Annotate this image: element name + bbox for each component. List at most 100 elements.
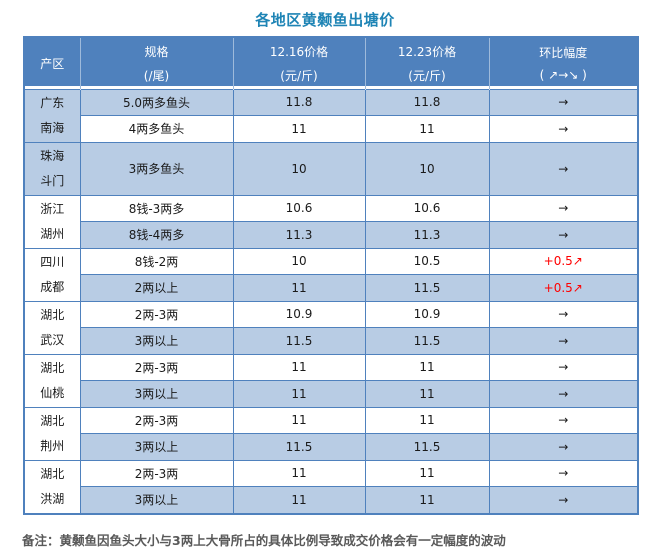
- region-line1: 四川: [40, 254, 65, 269]
- spec-cell: 8钱-4两多: [79, 221, 234, 249]
- header-price-1216-line1: 12.16价格: [269, 44, 329, 59]
- spec-cell: 2两-3两: [79, 406, 234, 434]
- table-row: 3两以上 11.5 11.5 →: [24, 327, 639, 355]
- region-line1: 珠海: [40, 148, 65, 163]
- region-line2: 南海: [40, 120, 65, 135]
- spec-cell: 2两-3两: [79, 459, 234, 488]
- spec-cell: 4两多鱼头: [79, 115, 234, 143]
- region-cell: 湖北 洪湖: [23, 459, 81, 514]
- change-cell: →: [488, 141, 639, 196]
- header-price-1223-line2: (元/斤): [408, 68, 446, 83]
- region-line1: 湖北: [40, 413, 65, 428]
- spec-cell: 3两以上: [79, 327, 234, 355]
- region-line2: 武汉: [40, 332, 65, 347]
- price-1223-cell: 11.8: [364, 88, 490, 116]
- header-spec-line2: (/尾): [143, 68, 170, 83]
- price-1223-cell: 11: [364, 353, 490, 381]
- change-cell: →: [488, 433, 639, 461]
- spec-cell: 8钱-2两: [79, 247, 234, 275]
- header-spec-line1: 规格: [144, 44, 169, 59]
- header-price-1216: 12.16价格 (元/斤): [232, 37, 365, 89]
- table-row: 湖北 仙桃 2两-3两 11 11 →: [23, 353, 639, 408]
- region-cell: 广东 南海: [23, 88, 81, 143]
- spec-cell: 3两以上: [79, 486, 234, 514]
- spec-cell: 2两以上: [79, 274, 234, 302]
- price-1216-cell: 11.3: [232, 221, 366, 249]
- price-1216-cell: 10.6: [232, 194, 366, 222]
- header-price-1223-line1: 12.23价格: [397, 44, 457, 59]
- table-body: 广东 南海 5.0两多鱼头 11.8 11.8 → 4两多鱼头 11 11 → …: [23, 88, 639, 514]
- price-1223-cell: 11: [364, 115, 490, 143]
- price-1216-cell: 11.5: [232, 433, 366, 461]
- region-line2: 荆州: [40, 438, 65, 453]
- price-1216-cell: 11.8: [232, 88, 366, 116]
- price-1223-cell: 10.6: [364, 194, 490, 222]
- header-change: 环比幅度 ( ↗→↘ ): [488, 37, 638, 89]
- price-1223-cell: 10.5: [364, 247, 490, 275]
- price-1216-cell: 11: [232, 353, 366, 381]
- price-1223-cell: 10.9: [364, 300, 490, 328]
- table-row: 4两多鱼头 11 11 →: [24, 115, 639, 143]
- change-cell: →: [488, 353, 639, 381]
- header-region-label: 产区: [40, 56, 65, 71]
- header-region: 产区: [24, 37, 80, 89]
- price-1216-cell: 10: [232, 141, 366, 196]
- table-row: 珠海 斗门 3两多鱼头 10 10 →: [23, 141, 639, 196]
- price-1223-cell: 10: [364, 141, 490, 196]
- spec-cell: 2两-3两: [79, 353, 234, 381]
- price-1216-cell: 11: [232, 459, 366, 488]
- region-cell: 湖北 荆州: [23, 406, 81, 461]
- price-1216-cell: 11: [232, 380, 366, 408]
- price-1223-cell: 11.5: [364, 327, 490, 355]
- header-price-1223: 12.23价格 (元/斤): [364, 37, 489, 89]
- header-row: 产区 规格 (/尾) 12.16价格 (元/斤) 12.23价格 (元/斤) 环…: [24, 37, 638, 89]
- price-1223-cell: 11.3: [364, 221, 490, 249]
- region-line1: 湖北: [40, 360, 65, 375]
- price-1216-cell: 10: [232, 247, 366, 275]
- region-cell: 浙江 湖州: [23, 194, 81, 249]
- price-1223-cell: 11.5: [364, 433, 490, 461]
- spec-cell: 5.0两多鱼头: [79, 88, 234, 116]
- region-cell: 珠海 斗门: [23, 141, 81, 196]
- region-line1: 湖北: [40, 307, 65, 322]
- footer-note: 备注：黄颡鱼因鱼头大小与3两上大骨所占的具体比例导致成交价格会有一定幅度的波动: [22, 532, 506, 548]
- price-1223-cell: 11.5: [364, 274, 490, 302]
- table-row: 浙江 湖州 8钱-3两多 10.6 10.6 →: [23, 194, 639, 249]
- price-1216-cell: 11.5: [232, 327, 366, 355]
- table-row: 广东 南海 5.0两多鱼头 11.8 11.8 →: [23, 88, 639, 143]
- header-change-arrows: ( ↗→↘ ): [539, 68, 587, 83]
- change-cell: →: [488, 300, 639, 328]
- change-cell: →: [488, 406, 639, 434]
- region-line2: 成都: [40, 279, 65, 294]
- page-title: 各地区黄颡鱼出塘价: [255, 11, 395, 29]
- change-cell: →: [488, 327, 639, 355]
- change-cell: +0.5↗: [488, 247, 639, 275]
- price-1223-cell: 11: [364, 406, 490, 434]
- table-row: 8钱-4两多 11.3 11.3 →: [24, 221, 639, 249]
- price-1216-cell: 11: [232, 115, 366, 143]
- change-cell: →: [488, 380, 639, 408]
- price-1216-cell: 11: [232, 486, 366, 514]
- header-change-line1: 环比幅度: [539, 46, 588, 61]
- spec-cell: 3两多鱼头: [79, 141, 234, 196]
- region-line2: 湖州: [40, 226, 65, 241]
- region-cell: 湖北 武汉: [23, 300, 81, 355]
- region-line2: 斗门: [40, 173, 65, 188]
- region-line2: 仙桃: [40, 385, 65, 400]
- price-table: 产区 规格 (/尾) 12.16价格 (元/斤) 12.23价格 (元/斤) 环…: [23, 36, 639, 515]
- change-cell: →: [488, 486, 639, 514]
- table-row: 3两以上 11 11 →: [24, 380, 639, 408]
- change-cell: →: [488, 115, 639, 143]
- table-header: 产区 规格 (/尾) 12.16价格 (元/斤) 12.23价格 (元/斤) 环…: [24, 37, 638, 89]
- table-row: 3两以上 11.5 11.5 →: [24, 433, 639, 461]
- price-1223-cell: 11: [364, 486, 490, 514]
- change-cell: →: [488, 194, 639, 222]
- price-1216-cell: 11: [232, 406, 366, 434]
- region-line2: 洪湖: [40, 491, 65, 506]
- table-row: 湖北 洪湖 2两-3两 11 11 →: [23, 459, 639, 514]
- change-cell: →: [488, 459, 639, 488]
- header-spec: 规格 (/尾): [79, 37, 233, 89]
- change-cell: →: [488, 221, 639, 249]
- spec-cell: 3两以上: [79, 380, 234, 408]
